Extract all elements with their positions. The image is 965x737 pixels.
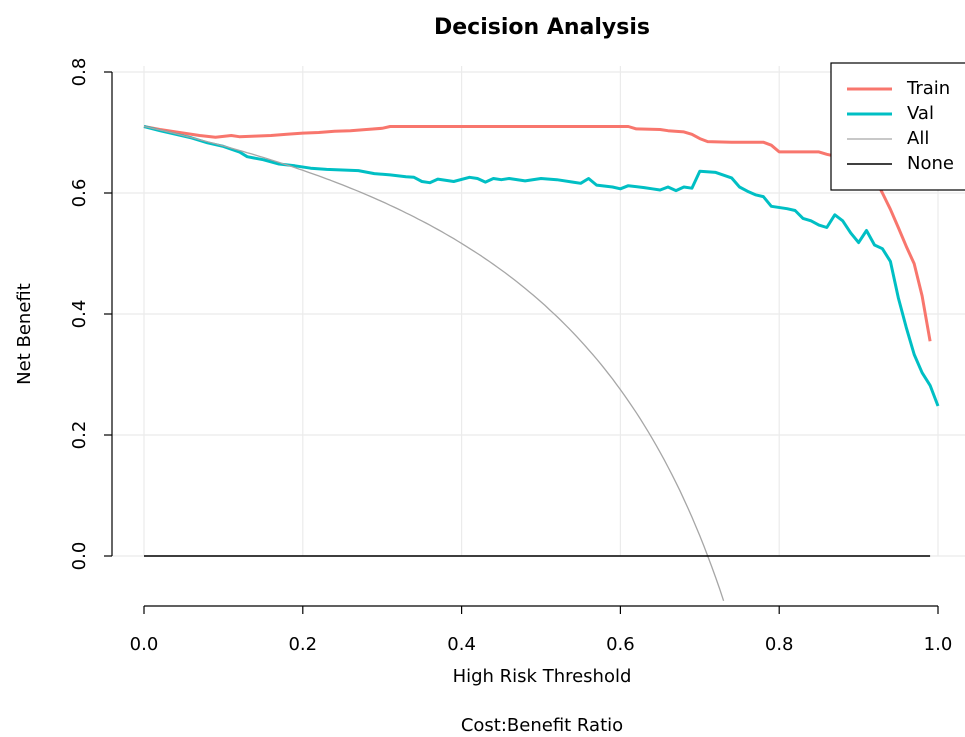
x-tick-label: 0.6 <box>606 634 635 655</box>
legend-label-all: All <box>907 128 929 149</box>
series-lines <box>143 125 940 602</box>
secondary-x-axis-label: Cost:Benefit Ratio <box>461 715 623 736</box>
legend-label-train: Train <box>906 78 950 99</box>
x-tick-label: 0.8 <box>765 634 794 655</box>
y-tick-label: 0.2 <box>69 421 90 450</box>
x-tick-label: 0.2 <box>288 634 317 655</box>
y-tick-label: 0.0 <box>69 542 90 571</box>
x-tick-label: 1.0 <box>924 634 953 655</box>
y-tick-label: 0.6 <box>69 179 90 208</box>
legend-box <box>830 62 965 191</box>
legend-label-none: None <box>907 153 954 174</box>
x-tick-label: 0.4 <box>447 634 476 655</box>
legend-label-val: Val <box>907 103 934 124</box>
x-tick-label: 0.0 <box>130 634 159 655</box>
legend: Train Val All None <box>830 62 965 191</box>
y-axis-label: Net Benefit <box>14 283 35 385</box>
y-tick-label: 0.8 <box>69 58 90 87</box>
x-axis-label: High Risk Threshold <box>453 666 632 687</box>
chart-title: Decision Analysis <box>434 15 650 40</box>
axes: 0.0 0.2 0.4 0.6 0.8 0.0 0.2 0.4 0.6 0.8 1.0 <box>69 58 952 655</box>
series-line-all <box>143 125 725 602</box>
y-tick-label: 0.4 <box>69 300 90 329</box>
series-line-val <box>143 125 940 407</box>
